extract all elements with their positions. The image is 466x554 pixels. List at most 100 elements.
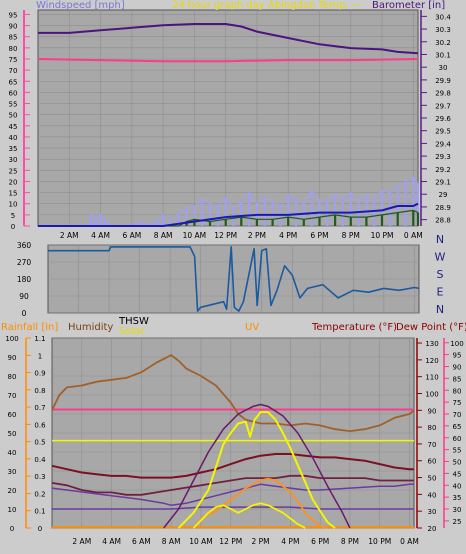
compass-label-4: N: [436, 303, 444, 316]
wind-tick-8: 40: [9, 134, 18, 142]
humidity-tick-6: 60: [8, 411, 17, 419]
baro-tick-7: 29.5: [435, 128, 451, 136]
temp-tick-0: 20: [428, 525, 437, 533]
temperature-line: [51, 453, 414, 479]
temp-tick-3: 50: [428, 475, 437, 483]
humidity-tick-4: 40: [8, 449, 17, 457]
temp-tick-11: 130: [425, 340, 438, 348]
humidity-tick-0: 0: [10, 525, 14, 533]
dew-tick-14: 95: [453, 352, 462, 360]
dir-tick-4: 360: [17, 241, 32, 250]
dew-tick-15: 100: [450, 340, 463, 348]
thsw-line: [52, 506, 414, 510]
wind-tick-18: 90: [9, 23, 18, 31]
clim-x-tick-1: 4 AM: [102, 537, 121, 546]
humidity-line: [51, 354, 415, 432]
temp-tick-4: 60: [428, 458, 437, 466]
wind-min-bars: [185, 210, 420, 226]
dew-tick-5: 50: [453, 459, 462, 467]
baro-axis-title: Barometer [in]: [372, 0, 445, 11]
humidity-tick-7: 70: [8, 392, 17, 400]
dew-tick-10: 75: [453, 399, 462, 407]
humidity-tick-2: 20: [8, 487, 17, 495]
wind-tick-7: 35: [9, 145, 18, 153]
baro-tick-3: 29.1: [435, 179, 451, 187]
dew-tick-1: 30: [453, 506, 462, 514]
dew-tick-2: 35: [453, 494, 462, 502]
baro-tick-2: 29: [439, 191, 448, 199]
wind-baro-plot-area: [37, 9, 419, 227]
baro-tick-15: 30.3: [435, 26, 451, 34]
humidity-tick-3: 30: [8, 468, 17, 476]
clim-x-tick-2: 6 AM: [132, 537, 151, 546]
rainfall-legend: Rainfall [in]: [1, 322, 58, 333]
baro-tick-1: 28.9: [435, 204, 451, 212]
rain-tick-7: 0.7: [34, 404, 45, 412]
humidity-legend: Humidity: [68, 322, 113, 333]
wind-min-line: [38, 209, 419, 227]
wind-x-tick-8: 6 PM: [310, 231, 328, 240]
rain-tick-2: 0.2: [34, 490, 45, 498]
uv-legend: UV: [245, 322, 259, 333]
humidity-tick-10: 100: [5, 335, 18, 343]
humidity-tick-5: 50: [8, 430, 17, 438]
wind-tick-0: 0: [11, 223, 15, 231]
baro-tick-9: 29.7: [435, 102, 451, 110]
uv-line: [192, 477, 328, 529]
clim-x-tick-7: 4 PM: [281, 537, 299, 546]
plot-areas: [23, 9, 449, 529]
wind-tick-5: 25: [9, 167, 18, 175]
temp-tick-8: 100: [425, 390, 438, 398]
dir-tick-2: 180: [17, 275, 32, 284]
wind-tick-4: 20: [9, 178, 18, 186]
compass-label-1: W: [435, 251, 446, 264]
dew-tick-3: 40: [453, 482, 462, 490]
compass-label-2: S: [437, 268, 444, 281]
wind-x-tick-3: 8 AM: [154, 231, 173, 240]
baro-tick-4: 29.2: [435, 166, 451, 174]
wind-tick-1: 5: [11, 212, 15, 220]
compass-label-3: E: [437, 286, 444, 299]
temp-line-top: [37, 58, 419, 63]
temp-tick-9: 110: [425, 374, 438, 382]
wind-x-tick-1: 4 AM: [91, 231, 110, 240]
clim-x-tick-9: 8 PM: [341, 537, 359, 546]
baro-tick-10: 29.8: [435, 90, 451, 98]
chart-title: 24 hour graph day Abingdon Temp. ---: [172, 0, 363, 11]
clim-x-tick-5: 12 PM: [219, 537, 242, 546]
rain-tick-8: 0.8: [34, 387, 45, 395]
temp-tick-7: 90: [428, 407, 437, 415]
temp-tick-6: 80: [428, 424, 437, 432]
dew-tick-7: 60: [453, 435, 462, 443]
wind-axis-title: Windspeed [mph]: [36, 0, 125, 11]
clim-x-tick-4: 10 AM: [189, 537, 213, 546]
clim-x-tick-8: 6 PM: [311, 537, 329, 546]
baro-tick-14: 30.2: [435, 39, 451, 47]
dir-tick-3: 270: [17, 258, 32, 267]
axis-labels: 0510152025303540455055606570758085909528…: [5, 11, 463, 546]
barometer-line: [38, 23, 419, 55]
violet-line: [51, 483, 414, 506]
clim-x-tick-10: 10 PM: [368, 537, 391, 546]
wind-tick-3: 15: [9, 190, 18, 198]
chart-marks: [37, 23, 420, 529]
wind-tick-6: 30: [9, 156, 18, 164]
thsw-legend: THSW: [118, 316, 149, 327]
baro-tick-11: 29.9: [435, 77, 451, 85]
clim-x-tick-0: 2 AM: [72, 537, 91, 546]
baro-tick-12: 30: [439, 64, 448, 72]
solar-legend: Solar: [119, 326, 145, 337]
rain-tick-4: 0.4: [34, 456, 46, 464]
wind-x-tick-4: 10 AM: [183, 231, 207, 240]
humidity-tick-9: 90: [8, 354, 17, 362]
wind-x-tick-0: 2 AM: [60, 231, 79, 240]
baro-tick-8: 29.6: [435, 115, 451, 123]
rain-tick-6: 0.6: [34, 421, 46, 429]
dew-tick-11: 80: [453, 387, 462, 395]
temp-tick-10: 120: [425, 357, 438, 365]
dir-tick-1: 90: [19, 292, 29, 301]
rain-tick-5: 0.5: [34, 439, 45, 447]
wind-tick-13: 65: [9, 78, 18, 86]
solar-max-line: [163, 403, 351, 529]
